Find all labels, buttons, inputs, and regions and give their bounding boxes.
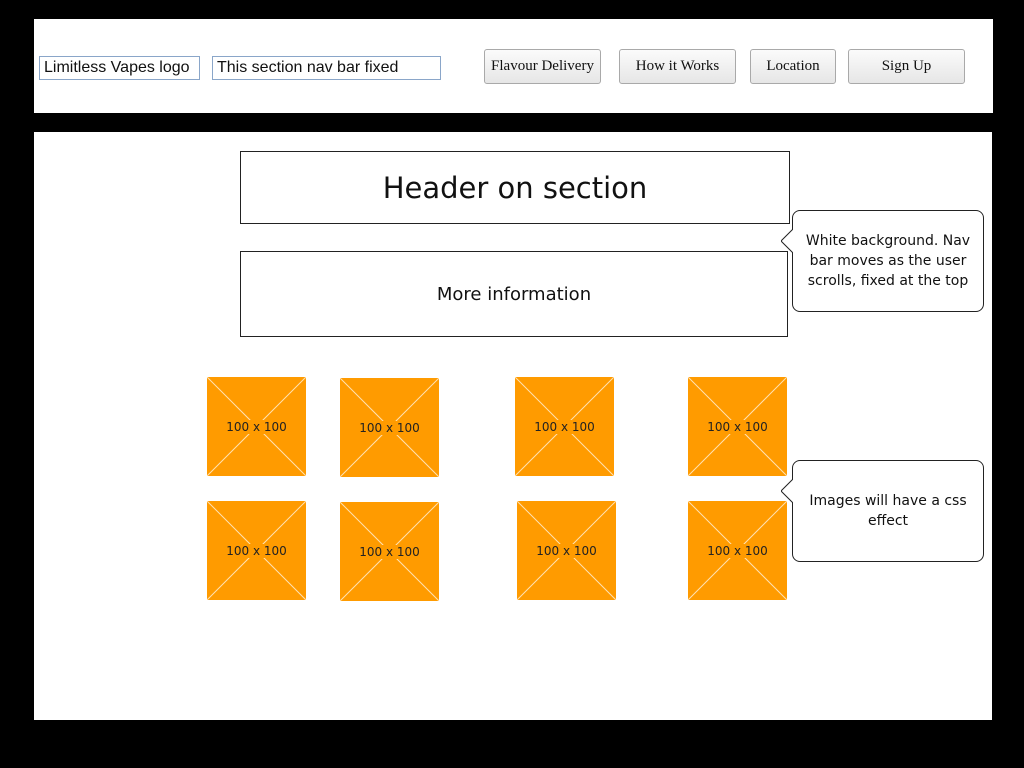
image-placeholder[interactable]: 100 x 100	[517, 501, 616, 600]
image-placeholder[interactable]: 100 x 100	[340, 502, 439, 601]
image-size-label: 100 x 100	[358, 420, 421, 435]
section-header: Header on section	[240, 151, 790, 224]
image-size-label: 100 x 100	[706, 543, 769, 558]
nav-note-textbox: This section nav bar fixed	[212, 56, 441, 80]
callout-images-note: Images will have a css effect	[781, 460, 984, 562]
image-placeholder[interactable]: 100 x 100	[515, 377, 614, 476]
callout-nav-text: White background. Nav bar moves as the u…	[805, 233, 971, 289]
sign-up-button[interactable]: Sign Up	[848, 49, 965, 84]
image-size-label: 100 x 100	[535, 543, 598, 558]
callout-pointer-icon	[781, 479, 793, 503]
logo-placeholder: Limitless Vapes logo	[39, 56, 200, 80]
location-button[interactable]: Location	[750, 49, 836, 84]
flavour-delivery-button[interactable]: Flavour Delivery	[484, 49, 601, 84]
content-section-panel: Header on section More information White…	[34, 132, 992, 720]
image-size-label: 100 x 100	[225, 419, 288, 434]
image-size-label: 100 x 100	[533, 419, 596, 434]
callout-images-text: Images will have a css effect	[809, 493, 967, 529]
callout-nav-note: White background. Nav bar moves as the u…	[781, 210, 984, 312]
image-size-label: 100 x 100	[706, 419, 769, 434]
nav-bar-panel: Limitless Vapes logo This section nav ba…	[34, 19, 993, 113]
image-size-label: 100 x 100	[358, 544, 421, 559]
more-information-box: More information	[240, 251, 788, 337]
image-placeholder[interactable]: 100 x 100	[688, 501, 787, 600]
callout-pointer-icon	[781, 229, 793, 253]
image-size-label: 100 x 100	[225, 543, 288, 558]
image-placeholder[interactable]: 100 x 100	[340, 378, 439, 477]
image-placeholder[interactable]: 100 x 100	[688, 377, 787, 476]
how-it-works-button[interactable]: How it Works	[619, 49, 736, 84]
image-placeholder[interactable]: 100 x 100	[207, 377, 306, 476]
image-placeholder[interactable]: 100 x 100	[207, 501, 306, 600]
